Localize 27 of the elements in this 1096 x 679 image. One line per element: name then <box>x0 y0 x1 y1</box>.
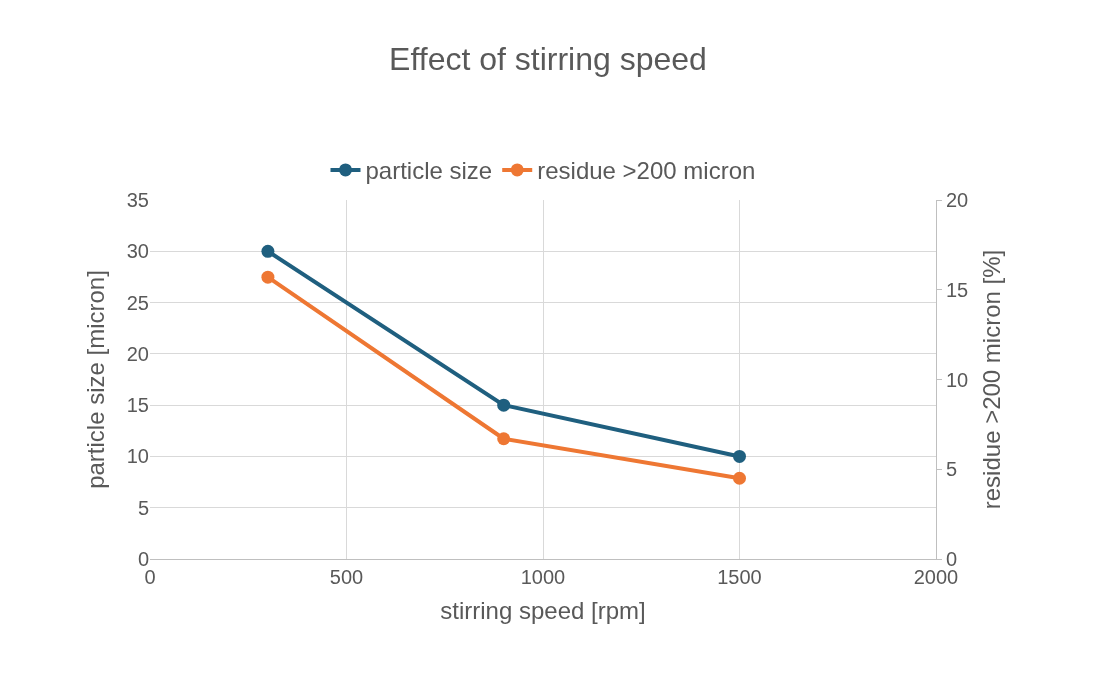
chart-title: Effect of stirring speed <box>389 40 707 77</box>
x-tick-label: 500 <box>329 566 364 588</box>
point <box>497 398 511 412</box>
y2-tick-label: 10 <box>946 368 969 391</box>
y-tick-label: 10 <box>126 445 149 468</box>
y-tick-label: 20 <box>126 342 149 365</box>
y2-tick-label: 15 <box>946 278 969 301</box>
point <box>733 449 746 463</box>
y-tick-label: 0 <box>137 548 149 570</box>
y-tick-label: 30 <box>126 240 149 263</box>
y2-tick-label: 20 <box>946 189 969 211</box>
y2-tick-label: 5 <box>946 458 958 481</box>
y-tick-label: 15 <box>126 394 149 417</box>
y2-axis-title: residue >200 micron [%] <box>977 249 1005 510</box>
y-tick-label: 25 <box>126 291 149 314</box>
y-axis-title: particle size [micron] <box>81 270 109 489</box>
y-tick-label: 35 <box>126 189 149 211</box>
y-tick-label: 5 <box>137 496 149 519</box>
point <box>497 432 511 446</box>
point <box>261 244 275 258</box>
legend-label: residue >200 micron <box>537 157 756 185</box>
point <box>733 471 746 485</box>
point <box>261 270 275 284</box>
legend-label: particle size <box>365 157 493 185</box>
x-axis-title: stirring speed [rpm] <box>440 597 646 625</box>
x-tick-label: 1000 <box>520 566 566 588</box>
x-tick-label: 1500 <box>717 566 762 588</box>
